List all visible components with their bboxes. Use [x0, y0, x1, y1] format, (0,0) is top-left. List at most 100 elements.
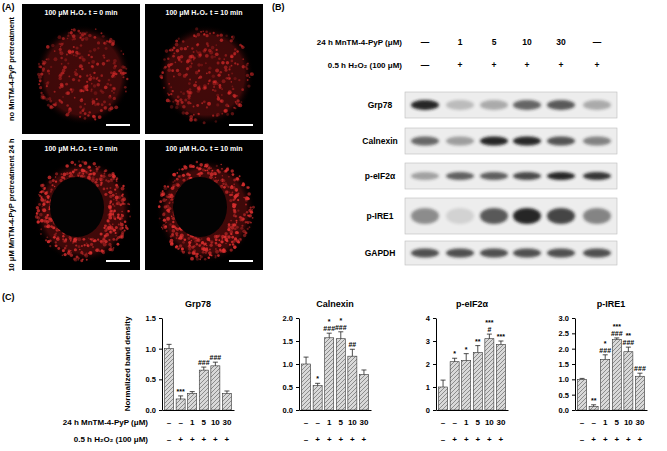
cell-texture	[40, 219, 44, 223]
bar-chart: p-eIF2α01234*******#***–––+1+5+10+30+	[426, 299, 509, 444]
cell-texture	[43, 219, 47, 223]
cell-texture	[184, 166, 188, 170]
cell-texture	[126, 228, 128, 230]
error-bar-stem	[352, 349, 353, 356]
cell-texture	[186, 67, 189, 70]
cell-texture	[236, 95, 238, 97]
cell	[35, 25, 131, 125]
error-bar-cap	[452, 358, 457, 359]
cell-texture	[114, 76, 116, 78]
error-bar	[224, 391, 229, 393]
cell-texture	[217, 34, 219, 36]
cell-texture	[84, 117, 87, 120]
cell-texture	[245, 66, 248, 69]
bar	[325, 338, 334, 410]
x-tick-label: –	[580, 418, 585, 427]
cell-texture	[170, 63, 173, 66]
cell-texture	[36, 212, 39, 215]
image-background	[145, 140, 263, 270]
y-tick-mark	[433, 318, 436, 319]
x-tick-label: +	[225, 435, 230, 444]
cell-texture	[163, 87, 165, 89]
error-bar-cap	[603, 354, 608, 355]
scale-bar	[229, 124, 253, 126]
cell-texture	[175, 106, 178, 109]
cell-texture	[249, 76, 251, 78]
cell-texture	[62, 249, 65, 252]
cell-texture	[115, 232, 117, 234]
cell-texture	[65, 83, 68, 86]
cell-texture	[196, 50, 198, 52]
cell-texture	[103, 188, 106, 191]
cell-texture	[198, 77, 200, 79]
cell-texture	[218, 243, 222, 247]
y-tick: 2	[426, 360, 436, 369]
bar	[473, 353, 482, 411]
cell-texture	[45, 239, 47, 241]
cell-texture	[191, 47, 193, 49]
error-bar	[441, 380, 446, 387]
cell-texture	[40, 198, 44, 202]
cell-texture	[231, 194, 233, 196]
cell-texture	[61, 63, 63, 65]
y-tick: 1.5	[283, 337, 299, 346]
cell-texture	[221, 61, 225, 65]
y-tick: 0.5	[146, 375, 162, 384]
y-tick-mark	[296, 341, 299, 342]
cell-texture	[48, 217, 51, 220]
cell-texture	[189, 88, 192, 91]
cell-texture	[231, 236, 234, 239]
blot-label: p-IRE1	[367, 211, 394, 221]
image-background	[22, 140, 140, 270]
cell-texture	[62, 72, 64, 74]
cell-texture	[178, 72, 182, 76]
error-bar	[626, 347, 631, 352]
cell-texture	[203, 100, 206, 103]
cell-texture	[39, 65, 42, 68]
cell-texture	[127, 210, 130, 213]
cell-texture	[52, 184, 54, 186]
cell-texture	[208, 49, 212, 53]
cell-texture	[91, 65, 94, 68]
error-bar	[315, 383, 320, 385]
bar	[589, 406, 598, 410]
cell-texture	[108, 205, 111, 208]
cell-texture	[168, 83, 170, 85]
cell-texture	[66, 54, 68, 56]
cell-texture	[223, 186, 226, 189]
cell-texture	[55, 233, 57, 235]
cell-texture	[105, 179, 107, 181]
cell-texture	[96, 98, 98, 100]
cell-texture	[177, 56, 181, 60]
y-tick-label: 2.5	[559, 329, 569, 338]
cell-texture	[219, 84, 222, 87]
cell-texture	[208, 67, 211, 70]
cell-texture	[233, 53, 235, 55]
cell-texture	[161, 226, 163, 228]
cell-texture	[176, 69, 179, 72]
cell-texture	[192, 165, 195, 168]
y-tick: 1.0	[559, 375, 575, 384]
lane-label: +	[458, 60, 463, 70]
cell-texture	[47, 58, 50, 61]
cell-texture	[102, 175, 105, 178]
cell-texture	[90, 90, 92, 92]
cell-texture	[113, 97, 116, 100]
cell-texture	[214, 89, 217, 92]
cell-texture	[246, 74, 249, 77]
cell	[33, 159, 133, 263]
cell-texture	[231, 60, 234, 63]
cell-texture	[209, 248, 211, 250]
panel-label: (C)	[2, 292, 15, 302]
cell-texture	[98, 115, 102, 119]
cell-texture	[88, 166, 91, 169]
cell-texture	[169, 241, 171, 243]
cell-texture	[70, 31, 73, 34]
scale-bar	[106, 260, 130, 262]
y-tick-label: 0.5	[283, 383, 293, 392]
y-tick-label: 0.0	[559, 406, 569, 415]
error-bar-cap	[167, 344, 172, 345]
cell-texture	[47, 214, 49, 216]
cell-texture	[193, 114, 195, 116]
cell-texture	[232, 88, 234, 90]
